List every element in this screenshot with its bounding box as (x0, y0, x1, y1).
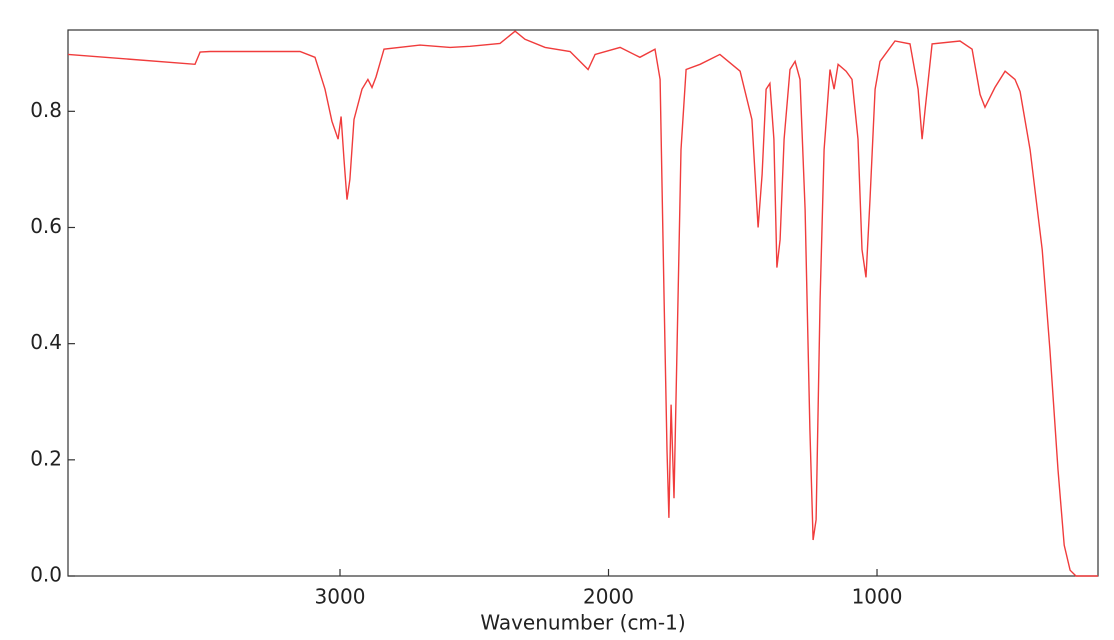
y-tick-label: 0.8 (30, 98, 62, 122)
y-tick-label: 0.2 (30, 446, 62, 470)
spectrum-line (67, 30, 1098, 577)
y-tick-label: 0.0 (30, 563, 62, 587)
x-tick-label: 1000 (852, 585, 903, 609)
x-tick-label: 3000 (315, 585, 366, 609)
plot-frame (67, 29, 1099, 577)
y-tick-label: 0.6 (30, 214, 62, 238)
y-tick-label: 0.4 (30, 330, 62, 354)
x-axis-label: Wavenumber (cm-1) (480, 611, 685, 635)
x-tick-label: 2000 (583, 585, 634, 609)
